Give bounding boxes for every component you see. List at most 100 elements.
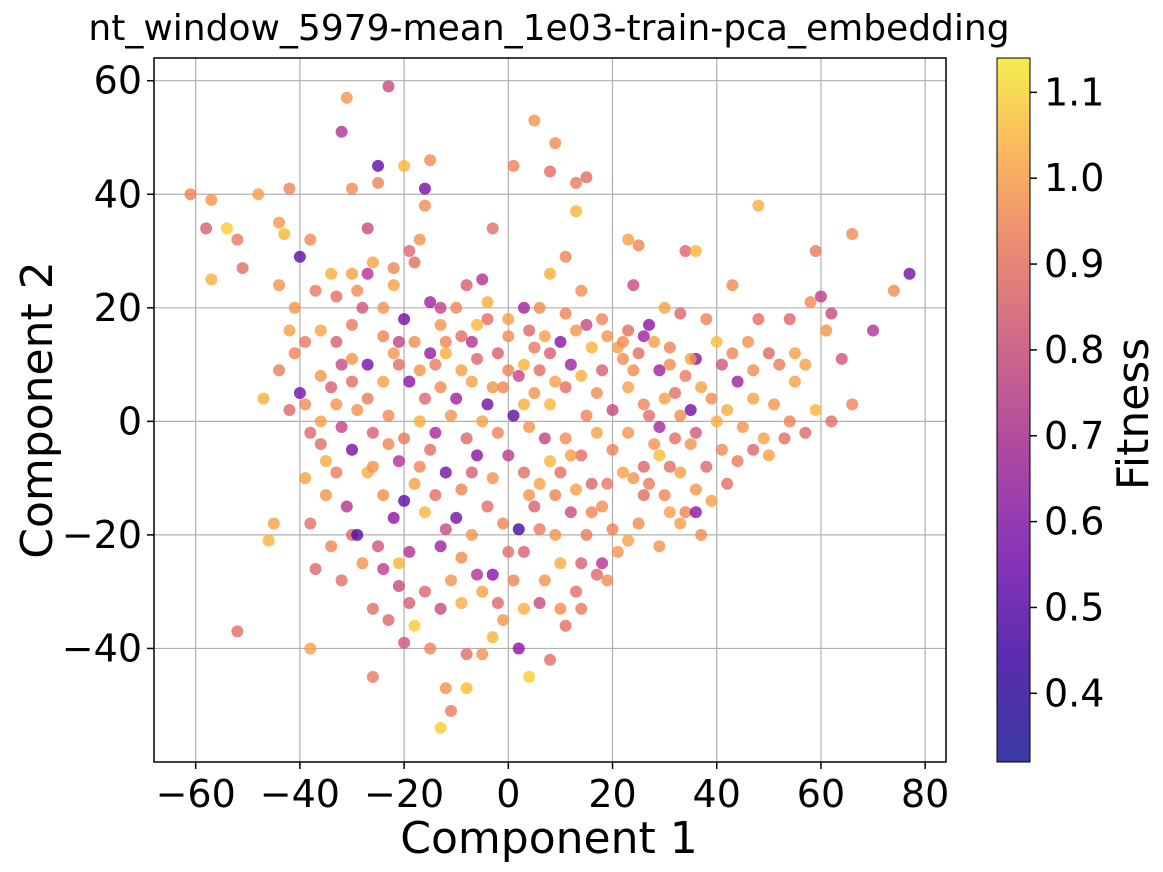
data-point xyxy=(575,284,588,297)
data-point xyxy=(559,250,572,263)
data-point xyxy=(413,364,426,377)
data-point xyxy=(523,324,536,337)
data-point xyxy=(382,409,395,422)
data-point xyxy=(627,364,640,377)
data-point xyxy=(627,472,640,485)
data-point xyxy=(663,506,676,519)
data-point xyxy=(346,443,358,456)
data-point xyxy=(637,398,650,411)
data-point xyxy=(684,352,697,365)
data-point xyxy=(346,352,358,365)
data-point xyxy=(517,545,530,558)
data-point xyxy=(762,347,775,360)
data-point xyxy=(820,324,833,337)
data-point xyxy=(262,534,275,547)
data-point xyxy=(804,296,817,309)
data-point xyxy=(606,443,619,456)
data-point xyxy=(497,614,510,627)
data-point xyxy=(309,284,322,297)
data-point xyxy=(497,517,510,530)
data-point xyxy=(523,670,536,683)
data-point xyxy=(319,489,332,502)
data-point xyxy=(585,477,598,490)
data-point xyxy=(601,477,614,490)
x-tick-label: −20 xyxy=(364,772,444,816)
data-points xyxy=(184,80,916,734)
data-point xyxy=(455,330,468,343)
data-point xyxy=(439,682,452,695)
data-point xyxy=(825,415,838,428)
data-point xyxy=(601,330,614,343)
data-point xyxy=(392,557,405,570)
data-point xyxy=(783,313,796,326)
colorbar-tick-label: 0.9 xyxy=(1044,242,1104,286)
data-point xyxy=(450,392,463,405)
data-point xyxy=(434,721,447,734)
data-point xyxy=(335,574,348,587)
data-point xyxy=(299,335,312,348)
data-point xyxy=(335,358,348,371)
data-point xyxy=(721,477,734,490)
data-point xyxy=(455,551,468,564)
data-point xyxy=(679,245,692,258)
data-point xyxy=(387,279,400,292)
data-point xyxy=(455,597,468,610)
data-point xyxy=(747,364,760,377)
data-point xyxy=(601,574,614,587)
data-point xyxy=(413,460,426,473)
data-point xyxy=(481,398,494,411)
data-point xyxy=(413,233,426,246)
x-tick-label: 0 xyxy=(496,772,520,816)
data-point xyxy=(632,517,645,530)
data-point xyxy=(580,528,593,541)
colorbar-tick-label: 1.0 xyxy=(1044,156,1104,200)
data-point xyxy=(533,301,546,314)
data-point xyxy=(434,602,447,615)
data-point xyxy=(596,364,609,377)
data-point xyxy=(564,358,577,371)
colorbar-gradient xyxy=(996,57,1031,763)
data-point xyxy=(752,199,765,212)
colorbar-tick-label: 0.8 xyxy=(1044,328,1104,372)
data-point xyxy=(424,296,437,309)
data-point xyxy=(669,432,682,445)
data-point xyxy=(439,335,452,348)
data-point xyxy=(549,375,562,388)
data-point xyxy=(512,523,525,536)
data-point xyxy=(481,500,494,513)
data-point xyxy=(590,568,603,581)
data-point xyxy=(273,216,286,229)
data-point xyxy=(366,426,379,439)
data-point xyxy=(731,375,744,388)
data-point xyxy=(684,404,697,416)
data-point xyxy=(658,301,671,314)
data-point xyxy=(408,256,421,269)
data-point xyxy=(523,489,536,502)
data-point xyxy=(283,182,296,195)
data-point xyxy=(580,409,593,422)
data-point xyxy=(590,426,603,439)
data-point xyxy=(346,267,358,280)
y-tick-label: −20 xyxy=(62,513,142,557)
data-point xyxy=(575,369,588,382)
data-point xyxy=(450,301,463,314)
data-point xyxy=(382,438,395,451)
data-point xyxy=(398,432,411,445)
data-point xyxy=(517,301,530,314)
data-point xyxy=(554,335,567,348)
data-point xyxy=(658,489,671,502)
colorbar: 0.4 0.5 0.6 0.7 0.8 0.9 1.0 1.1 Fitness xyxy=(996,57,1159,763)
data-point xyxy=(340,91,353,104)
data-point xyxy=(398,313,411,326)
data-point xyxy=(663,358,676,371)
data-point xyxy=(585,341,598,354)
data-point xyxy=(689,245,702,258)
data-point xyxy=(502,364,515,377)
data-point xyxy=(695,528,708,541)
data-point xyxy=(674,409,687,422)
data-point xyxy=(596,313,609,326)
data-point xyxy=(559,432,572,445)
plot-frame xyxy=(153,57,947,763)
data-point xyxy=(606,404,619,416)
colorbar-tick-label: 0.4 xyxy=(1044,671,1104,715)
